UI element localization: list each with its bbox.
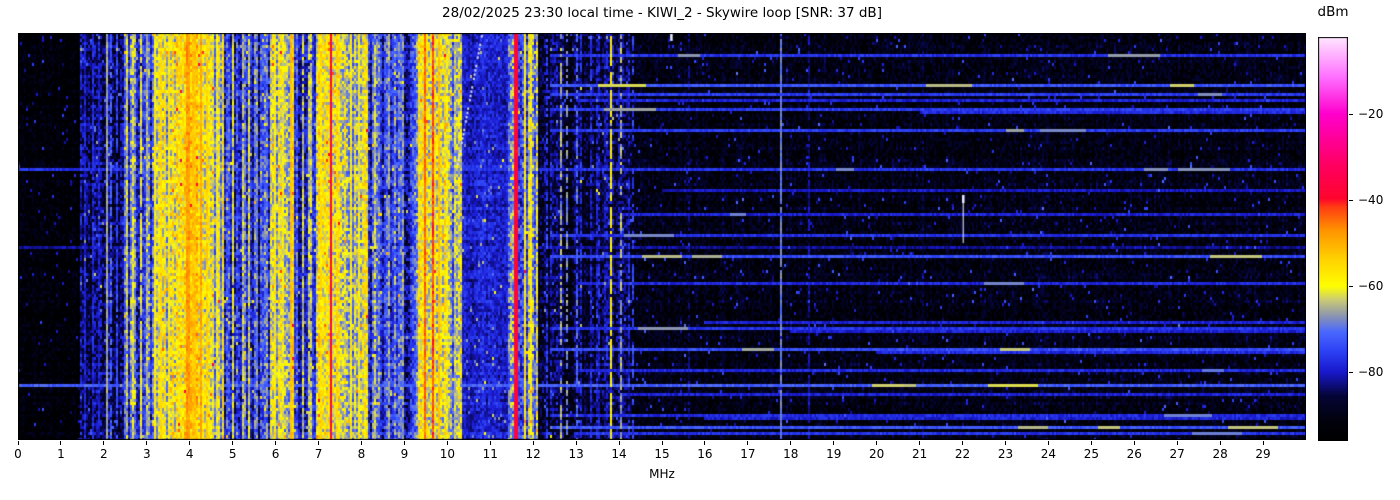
colorbar-tick-label: −80: [1358, 365, 1384, 380]
colorbar-tick-mark: [1349, 199, 1353, 201]
x-tick-mark: [876, 441, 878, 445]
x-tick-label: 2: [100, 447, 108, 461]
chart-title: 28/02/2025 23:30 local time - KIWI_2 - S…: [442, 5, 882, 21]
x-tick-mark: [919, 441, 921, 445]
x-tick-label: 6: [271, 447, 280, 461]
x-tick-label: 21: [911, 447, 928, 461]
x-tick-label: 18: [783, 447, 799, 461]
x-tick-mark: [1133, 441, 1135, 445]
x-tick-mark: [60, 441, 62, 445]
x-tick-label: 22: [954, 447, 971, 461]
x-tick-label: 0: [14, 447, 22, 461]
x-tick-label: 5: [228, 447, 237, 461]
x-tick-label: 16: [697, 447, 713, 461]
x-tick-label: 7: [314, 447, 323, 461]
x-tick-mark: [189, 441, 191, 445]
waterfall-canvas: [18, 33, 1306, 440]
colorbar-tick-label: −20: [1358, 107, 1384, 122]
colorbar-unit-label: dBm: [1317, 4, 1349, 20]
x-tick-label: 15: [654, 447, 670, 461]
x-tick-mark: [833, 441, 835, 445]
x-tick-mark: [790, 441, 792, 445]
colorbar-tick-label: −60: [1358, 279, 1384, 294]
x-tick-mark: [446, 441, 448, 445]
colorbar-tick-mark: [1349, 285, 1353, 287]
x-tick-mark: [275, 441, 277, 445]
x-tick-label: 9: [400, 447, 409, 461]
x-tick-label: 4: [185, 447, 194, 461]
x-tick-mark: [747, 441, 749, 445]
x-tick-label: 28: [1212, 447, 1228, 461]
x-tick-mark: [1004, 441, 1006, 445]
x-tick-mark: [1047, 441, 1049, 445]
x-tick-mark: [403, 441, 405, 445]
colorbar-tick-mark: [1349, 371, 1353, 373]
x-tick-label: 25: [1083, 447, 1099, 461]
x-tick-label: 13: [568, 447, 584, 461]
x-tick-label: 17: [740, 447, 756, 461]
x-tick-mark: [618, 441, 620, 445]
x-tick-label: 12: [525, 447, 541, 461]
x-tick-mark: [318, 441, 320, 445]
x-tick-mark: [532, 441, 534, 445]
x-tick-label: 8: [357, 447, 366, 461]
x-tick-label: 24: [1040, 447, 1057, 461]
x-tick-label: 27: [1169, 447, 1185, 461]
x-tick-mark: [232, 441, 234, 445]
x-tick-mark: [103, 441, 105, 445]
x-tick-mark: [962, 441, 964, 445]
x-tick-label: 1: [57, 447, 65, 461]
x-tick-mark: [17, 441, 19, 445]
x-tick-mark: [1090, 441, 1092, 445]
x-tick-label: 11: [482, 447, 498, 461]
colorbar-tick-label: −40: [1358, 193, 1384, 208]
x-axis-label: MHz: [649, 467, 675, 481]
x-tick-mark: [661, 441, 663, 445]
x-tick-mark: [146, 441, 148, 445]
x-tick-mark: [575, 441, 577, 445]
x-tick-label: 23: [997, 447, 1014, 461]
x-tick-mark: [1219, 441, 1221, 445]
colorbar-tick-mark: [1349, 113, 1353, 115]
x-tick-mark: [1262, 441, 1264, 445]
x-tick-mark: [489, 441, 491, 445]
colorbar-gradient: [1318, 37, 1348, 441]
x-tick-label: 29: [1255, 447, 1271, 461]
x-tick-label: 19: [826, 447, 842, 461]
x-tick-label: 3: [142, 447, 151, 461]
x-tick-mark: [360, 441, 362, 445]
x-tick-label: 14: [611, 447, 627, 461]
x-tick-label: 20: [869, 447, 885, 461]
x-tick-label: 26: [1126, 447, 1142, 461]
x-tick-mark: [1176, 441, 1178, 445]
x-tick-label: 10: [439, 447, 455, 461]
x-tick-mark: [704, 441, 706, 445]
